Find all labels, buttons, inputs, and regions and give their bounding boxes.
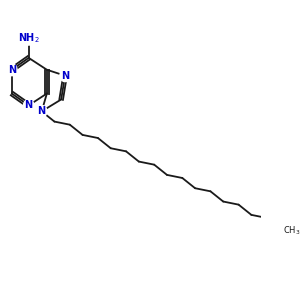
Text: CH$_3$: CH$_3$	[284, 224, 300, 237]
Circle shape	[23, 32, 34, 45]
Circle shape	[23, 100, 34, 111]
Text: N: N	[61, 71, 69, 81]
Text: N: N	[38, 106, 46, 116]
Text: N: N	[8, 65, 16, 75]
Circle shape	[37, 105, 47, 117]
Circle shape	[7, 64, 17, 76]
Text: NH$_2$: NH$_2$	[18, 32, 40, 45]
Circle shape	[60, 70, 70, 82]
Text: N: N	[25, 100, 33, 110]
